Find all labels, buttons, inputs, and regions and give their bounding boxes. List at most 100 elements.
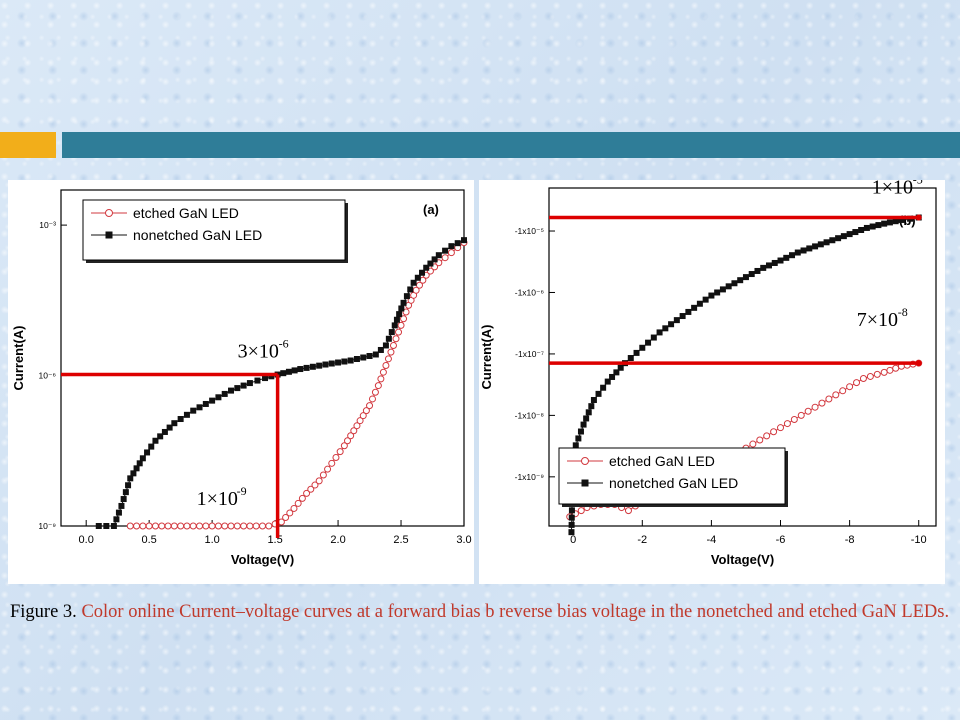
data-point [886, 366, 894, 374]
data-point [177, 522, 185, 530]
data-point [362, 407, 370, 415]
data-point [754, 267, 761, 274]
data-point [385, 335, 392, 342]
data-point [568, 521, 575, 528]
data-point [898, 216, 905, 223]
legend-marker [105, 231, 113, 239]
data-point [748, 271, 755, 278]
data-point [595, 390, 602, 397]
y-tick-label: -1x10⁻⁵ [515, 226, 544, 236]
data-point [770, 428, 778, 436]
y-tick-label: -1x10⁻⁶ [515, 287, 544, 297]
data-point [215, 394, 222, 401]
data-point [125, 482, 132, 489]
data-point [846, 383, 854, 391]
data-point [423, 264, 430, 271]
x-tick-label: -4 [707, 534, 717, 546]
x-tick-label: 2.5 [393, 534, 408, 546]
data-point [227, 522, 235, 530]
data-point [254, 377, 261, 384]
data-point [133, 522, 141, 530]
data-point [572, 442, 579, 449]
y-tick-label: -1x10⁻⁹ [515, 472, 545, 482]
data-point [575, 435, 582, 442]
data-point [863, 224, 870, 231]
data-point [384, 355, 392, 363]
data-point [228, 387, 235, 394]
data-point [875, 222, 882, 229]
data-point [157, 433, 164, 440]
x-tick-label: 1.0 [204, 534, 219, 546]
data-point [136, 460, 143, 467]
legend-entry: nonetched GaN LED [609, 475, 738, 491]
data-point [307, 485, 315, 493]
data-point [403, 293, 410, 300]
data-point [316, 362, 323, 369]
data-point [777, 257, 784, 264]
data-point [410, 279, 417, 286]
y-axis-label: Current(A) [11, 326, 26, 391]
annotation-3e-6: 3×10 [238, 341, 279, 363]
data-point [414, 274, 421, 281]
data-point [662, 325, 669, 332]
x-tick-label: 0.0 [79, 534, 94, 546]
x-tick-label: 1.5 [267, 534, 282, 546]
chart-panel-b: 0 -2 -4 -6 -8 -10 -1x10⁻⁹ -1x10⁻⁸ -1x10⁻⁷ -1x10⁻⁶… [479, 180, 945, 584]
data-point [113, 516, 120, 523]
x-tick-label: 0.5 [142, 534, 157, 546]
data-point [812, 243, 819, 250]
legend-entry: etched GaN LED [133, 205, 239, 221]
data-point [377, 375, 385, 383]
data-point [763, 432, 771, 440]
data-point [892, 218, 899, 225]
data-point [190, 407, 197, 414]
data-point [366, 352, 373, 359]
data-point [431, 256, 438, 263]
data-point [585, 409, 592, 416]
data-point [389, 341, 397, 349]
data-point [679, 313, 686, 320]
data-point [427, 260, 434, 267]
x-tick-label: 3.0 [456, 534, 471, 546]
data-point [714, 289, 721, 296]
guide-endpoint [915, 214, 922, 221]
plot-frame [548, 187, 937, 527]
data-point [881, 220, 888, 227]
data-point [852, 229, 859, 236]
data-point [691, 304, 698, 311]
data-point [725, 283, 732, 290]
data-point [335, 359, 342, 366]
annotation-exp: -8 [898, 305, 908, 319]
data-point [161, 428, 168, 435]
data-point [656, 329, 663, 336]
data-point [95, 523, 102, 529]
data-point [377, 346, 384, 353]
data-point [209, 397, 216, 404]
data-point [840, 233, 847, 240]
data-point [400, 299, 407, 306]
data-point [859, 375, 867, 383]
data-point [454, 240, 461, 247]
data-point [771, 259, 778, 266]
data-point [731, 280, 738, 287]
data-point [568, 507, 575, 514]
data-point [374, 382, 382, 390]
x-tick-label: 0 [570, 534, 576, 546]
data-point [196, 404, 203, 411]
legend-marker [581, 479, 589, 487]
data-point [286, 509, 294, 517]
data-point [869, 223, 876, 230]
caption-prefix: Figure 3. [10, 602, 82, 622]
data-point [221, 390, 228, 397]
data-point [765, 262, 772, 269]
data-point [393, 316, 400, 323]
data-point [804, 407, 812, 415]
data-point [152, 437, 159, 444]
data-point [303, 364, 310, 371]
data-point [196, 522, 204, 530]
data-point [379, 368, 387, 376]
data-point [382, 342, 389, 349]
data-point [382, 362, 390, 370]
data-point [122, 489, 129, 496]
data-point [350, 427, 358, 435]
